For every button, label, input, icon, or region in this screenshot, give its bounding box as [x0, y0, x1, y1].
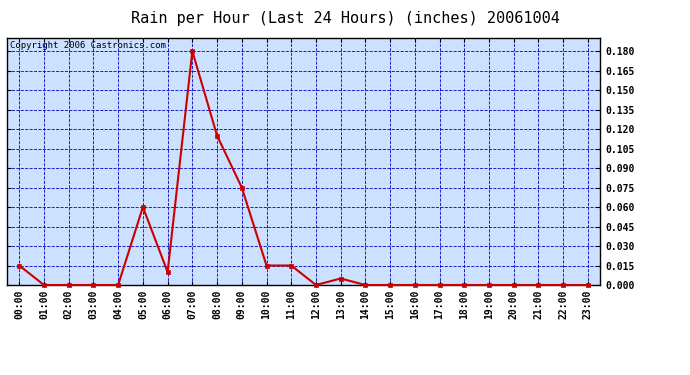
Text: Copyright 2006 Castronics.com: Copyright 2006 Castronics.com: [10, 41, 166, 50]
Text: Rain per Hour (Last 24 Hours) (inches) 20061004: Rain per Hour (Last 24 Hours) (inches) 2…: [130, 11, 560, 26]
